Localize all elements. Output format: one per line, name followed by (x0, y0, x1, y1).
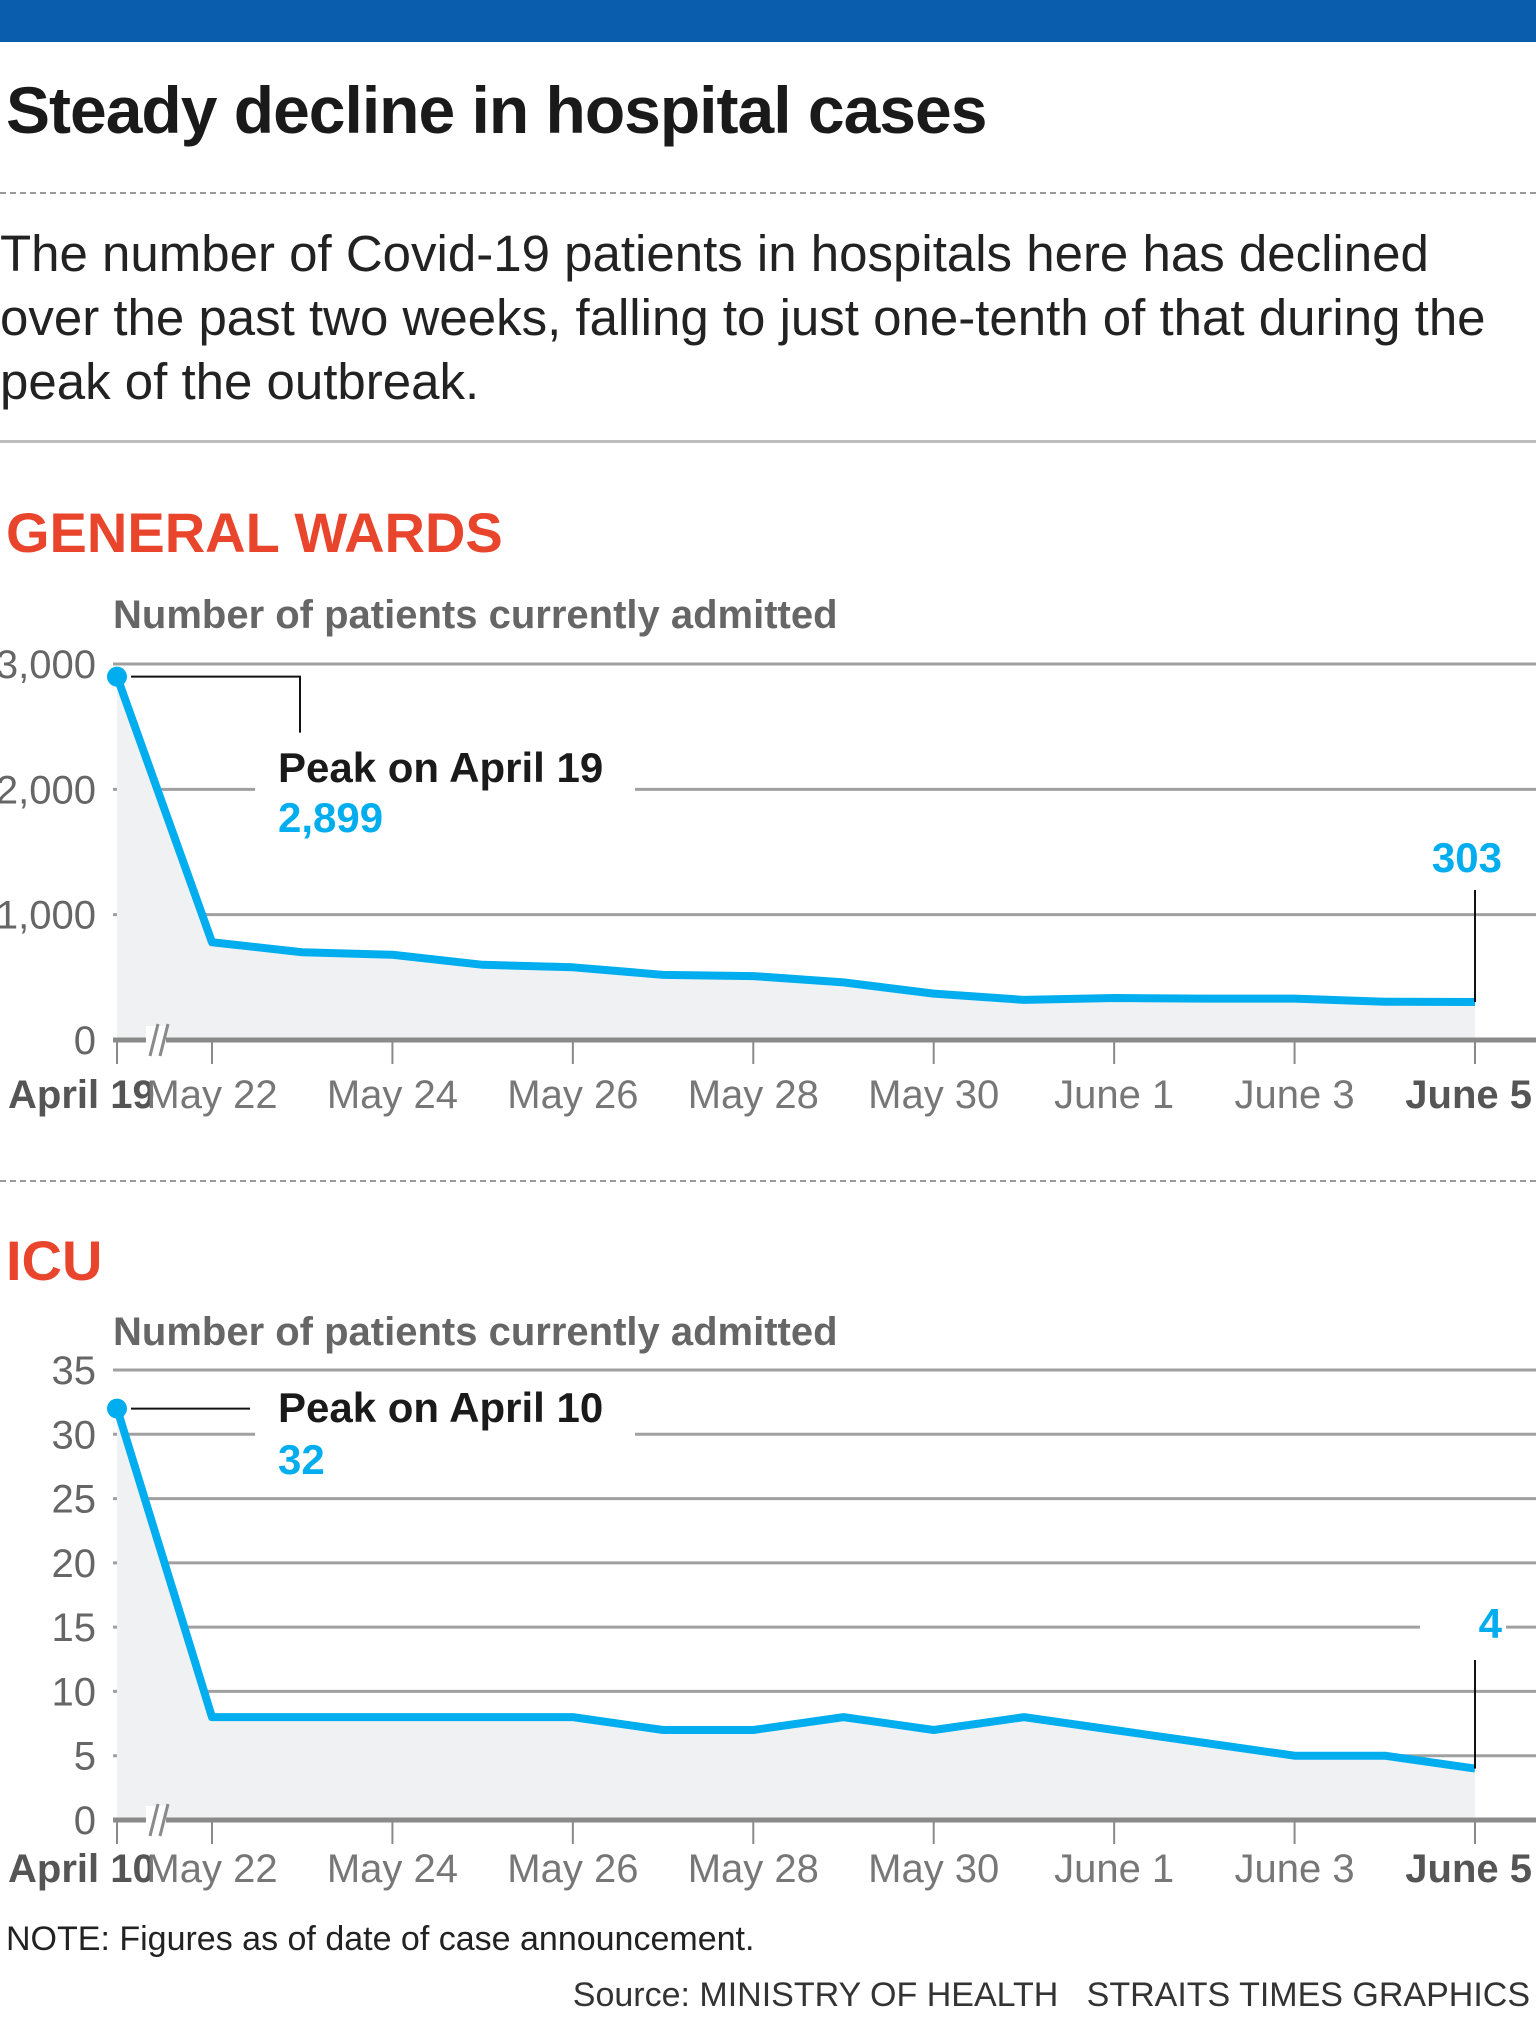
section-title-general-wards: GENERAL WARDS (6, 501, 503, 564)
axis-break-mark (148, 1023, 160, 1057)
data-point (107, 666, 127, 687)
x-tick-label: June 5 (1405, 1073, 1532, 1117)
y-tick-label: 25 (52, 1478, 97, 1522)
x-tick-label: June 3 (1235, 1847, 1355, 1891)
data-line (113, 675, 1476, 1007)
data-line (113, 1407, 1476, 1773)
divider (0, 440, 1536, 443)
peak-label: Peak on April 19 (278, 744, 603, 791)
axis-break-mark (148, 1803, 160, 1837)
y-axis-label: Number of patients currently admitted (113, 593, 838, 637)
area-fill (117, 676, 1475, 1040)
x-tick-label: May 30 (868, 1847, 999, 1891)
axis-break-mark (158, 1023, 170, 1057)
peak-leader-line (131, 675, 301, 733)
section-title-icu: ICU (6, 1229, 103, 1292)
peak-value: 32 (278, 1436, 325, 1483)
y-tick-label: 35 (52, 1349, 97, 1393)
y-tick-label: 20 (52, 1542, 97, 1586)
x-tick-label: May 28 (688, 1073, 819, 1117)
x-tick-label: May 26 (507, 1073, 638, 1117)
y-tick-label: 5 (74, 1735, 96, 1779)
y-tick-label: 10 (52, 1670, 97, 1714)
peak-value: 2,899 (278, 794, 383, 841)
x-tick-label: May 28 (688, 1847, 819, 1891)
page-title: Steady decline in hospital cases (6, 73, 987, 147)
y-tick-label: 1,000 (0, 894, 96, 938)
y-tick-label: 30 (52, 1413, 97, 1457)
axis-break-mark (158, 1803, 170, 1837)
y-tick-label: 0 (74, 1799, 96, 1843)
x-tick-label: May 22 (146, 1847, 277, 1891)
end-value: 303 (1432, 834, 1502, 881)
x-tick-label: May 30 (868, 1073, 999, 1117)
data-point (107, 1398, 127, 1419)
x-tick-label: May 24 (327, 1847, 458, 1891)
x-tick-label: June 3 (1235, 1073, 1355, 1117)
x-tick-label: June 5 (1405, 1847, 1532, 1891)
y-axis-label: Number of patients currently admitted (113, 1310, 838, 1354)
peak-label: Peak on April 10 (278, 1384, 603, 1431)
annotation-background (1420, 827, 1506, 887)
x-tick-label: May 26 (507, 1847, 638, 1891)
x-tick-label: June 1 (1054, 1847, 1174, 1891)
x-tick-label: June 1 (1054, 1073, 1174, 1117)
footnote: NOTE: Figures as of date of case announc… (6, 1920, 755, 1958)
x-tick-label: May 24 (327, 1073, 458, 1117)
x-tick-label: April 19 (8, 1073, 155, 1117)
source-credit: Source: MINISTRY OF HEALTH STRAITS TIMES… (572, 1976, 1530, 2014)
top-bar (0, 0, 1536, 42)
annotation-background (255, 1377, 635, 1489)
y-tick-label: 3,000 (0, 643, 96, 687)
x-tick-label: May 22 (146, 1073, 277, 1117)
annotation-background (1420, 1593, 1506, 1653)
y-tick-label: 15 (52, 1606, 97, 1650)
end-value: 4 (1479, 1600, 1503, 1647)
x-tick-label: April 10 (8, 1847, 155, 1891)
y-tick-label: 0 (74, 1019, 96, 1063)
divider (0, 192, 1536, 194)
y-tick-label: 2,000 (0, 768, 96, 812)
subtitle: The number of Covid-19 patients in hospi… (0, 225, 1486, 410)
annotation-background (255, 737, 635, 847)
divider (0, 1180, 1536, 1182)
